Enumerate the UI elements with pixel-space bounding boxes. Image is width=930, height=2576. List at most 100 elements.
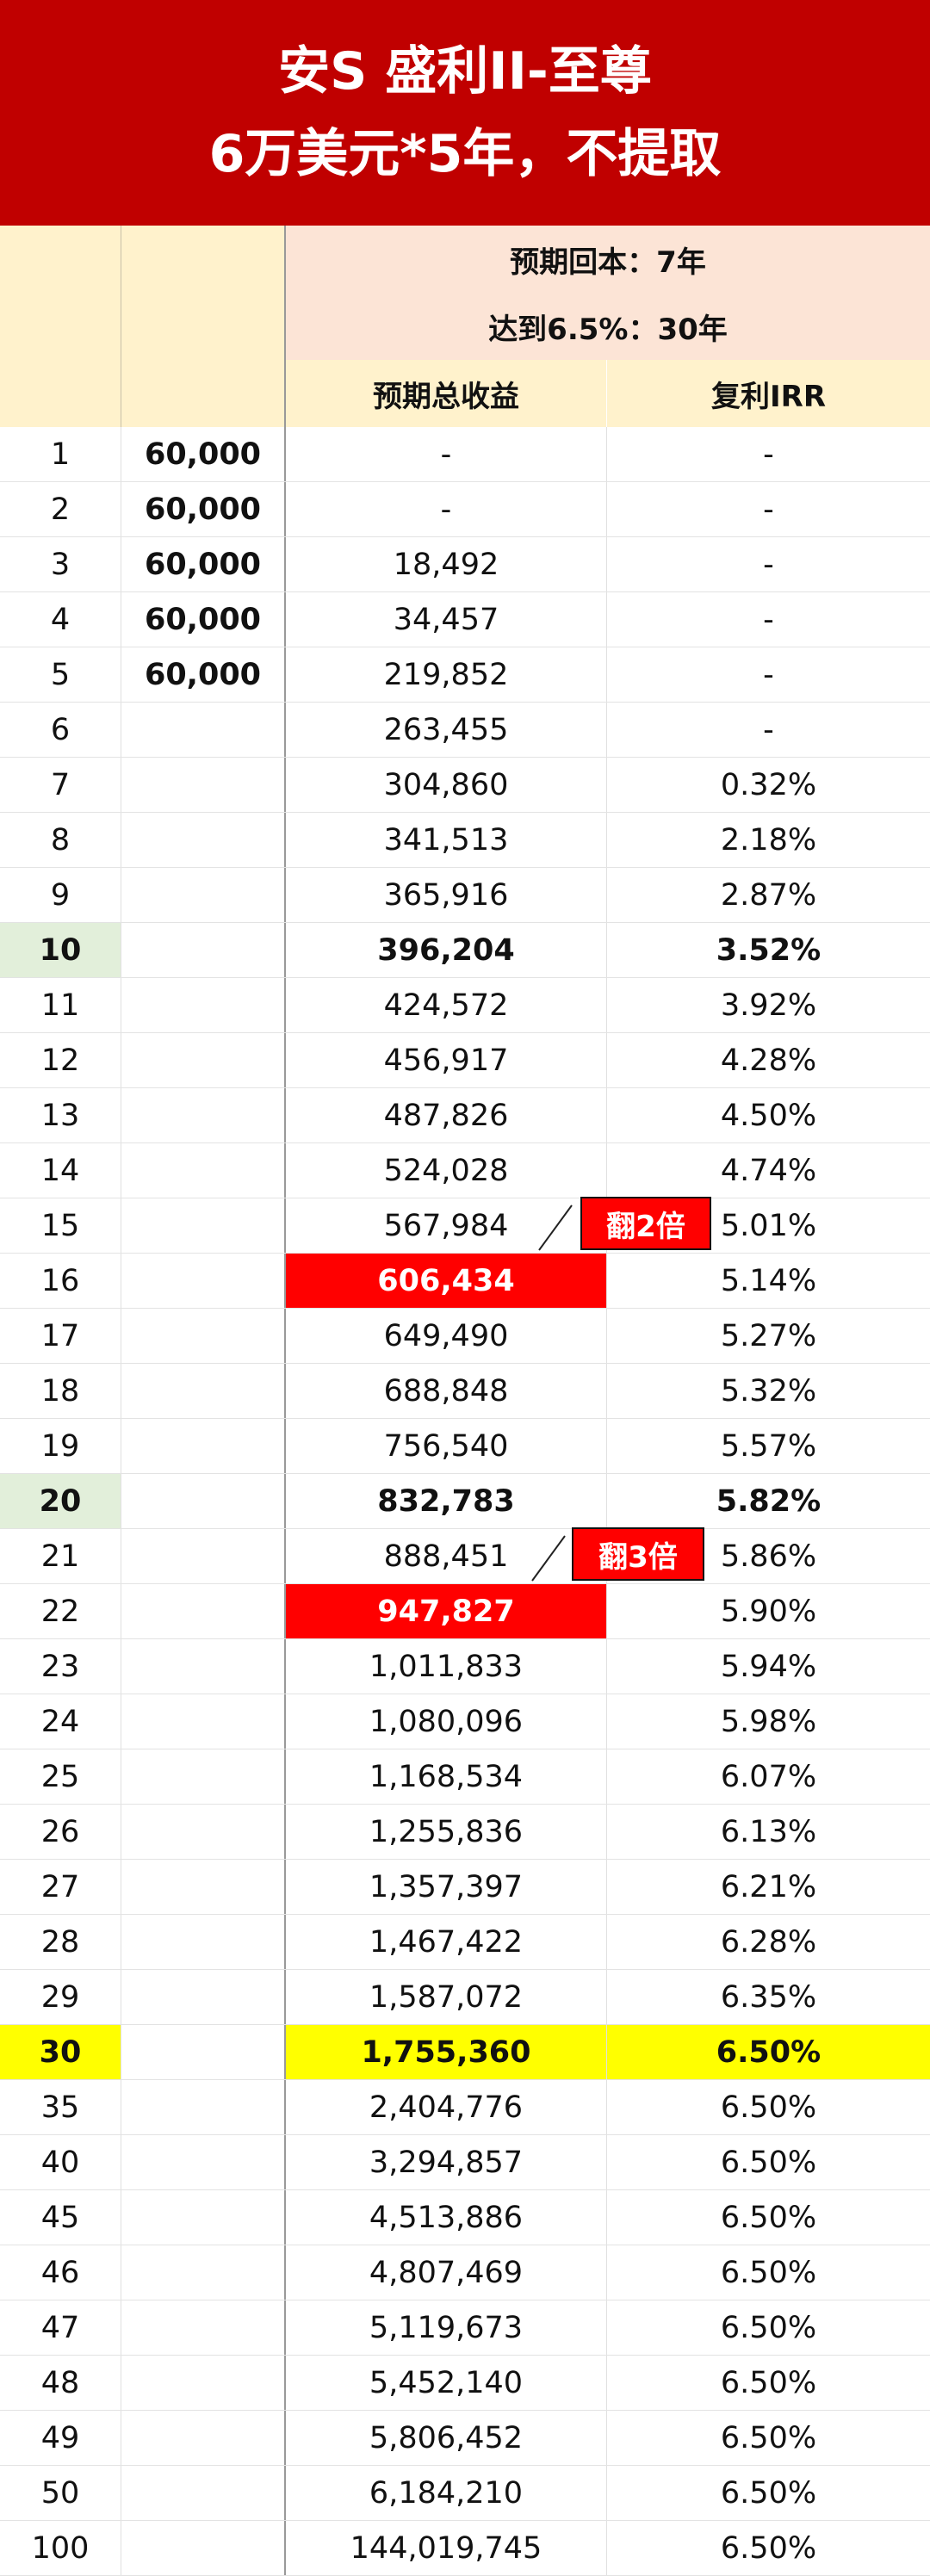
callout-leader-double xyxy=(538,1204,573,1251)
breakeven-note: 预期回本：7年 xyxy=(510,245,706,280)
total-benefit-cell: 365,916 xyxy=(286,868,607,922)
year-cell: 45 xyxy=(0,2190,121,2245)
total-benefit-cell: 756,540 xyxy=(286,1419,607,1473)
irr-cell: 6.50% xyxy=(720,2255,817,2290)
total-benefit-cell: 947,827 xyxy=(286,1584,607,1638)
table-row: 14 524,028 4.74% xyxy=(0,1143,930,1198)
premium-cell xyxy=(121,1915,286,1969)
premium-cell xyxy=(121,1860,286,1914)
year-cell: 2 xyxy=(0,482,121,536)
table-row: 11 424,572 3.92% xyxy=(0,978,930,1033)
total-benefit-cell: 5,119,673 xyxy=(286,2300,607,2355)
irr-cell: 3.92% xyxy=(720,988,817,1023)
irr-cell: 6.50% xyxy=(720,2310,817,2345)
year-cell: 14 xyxy=(0,1143,121,1198)
irr-cell: 5.27% xyxy=(720,1318,817,1353)
irr-cell: 6.13% xyxy=(720,1814,817,1849)
year-cell: 13 xyxy=(0,1088,121,1142)
premium-cell xyxy=(121,813,286,867)
premium-cell xyxy=(121,1639,286,1694)
total-benefit-cell: 219,852 xyxy=(286,647,607,702)
total-benefit-cell: 524,028 xyxy=(286,1143,607,1198)
table-row: 23 1,011,833 5.94% xyxy=(0,1639,930,1694)
premium-cell xyxy=(121,1033,286,1087)
premium-cell xyxy=(121,1694,286,1749)
premium-cell xyxy=(121,1419,286,1473)
year-cell: 10 xyxy=(0,923,121,977)
title-line-1: 安S 盛利II-至尊 xyxy=(278,41,652,102)
total-benefit-cell: 1,755,360 xyxy=(286,2025,607,2079)
irr-cell: 2.18% xyxy=(720,822,817,858)
year-cell: 16 xyxy=(0,1254,121,1308)
header-premium-cell xyxy=(121,226,286,427)
premium-cell xyxy=(121,868,286,922)
total-benefit-cell: 396,204 xyxy=(286,923,607,977)
irr-cell: 6.07% xyxy=(720,1759,817,1794)
total-benefit-cell: 688,848 xyxy=(286,1364,607,1418)
year-cell: 24 xyxy=(0,1694,121,1749)
table-row: 35 2,404,776 6.50% xyxy=(0,2080,930,2135)
total-benefit-cell: 1,168,534 xyxy=(286,1749,607,1804)
irr-cell: 0.32% xyxy=(720,767,817,802)
premium-cell xyxy=(121,1254,286,1308)
irr-cell: 6.50% xyxy=(720,2420,817,2455)
irr-cell: 6.50% xyxy=(720,2090,817,2125)
premium-cell xyxy=(121,2135,286,2189)
total-benefit-cell: 341,513 xyxy=(286,813,607,867)
table-row: 10 396,204 3.52% xyxy=(0,923,930,978)
total-benefit-cell: 487,826 xyxy=(286,1088,607,1142)
total-benefit-cell: 4,807,469 xyxy=(286,2245,607,2300)
irr-cell: 5.01% xyxy=(720,1208,817,1243)
table-row: 12 456,917 4.28% xyxy=(0,1033,930,1088)
table-row: 30 1,755,360 6.50% xyxy=(0,2025,930,2080)
year-cell: 8 xyxy=(0,813,121,867)
premium-cell xyxy=(121,2025,286,2079)
year-cell: 28 xyxy=(0,1915,121,1969)
table-row: 28 1,467,422 6.28% xyxy=(0,1915,930,1970)
year-cell: 22 xyxy=(0,1584,121,1638)
year-cell: 6 xyxy=(0,703,121,757)
total-benefit-cell: 304,860 xyxy=(286,758,607,812)
total-benefit-cell: 606,434 xyxy=(286,1254,607,1308)
irr-cell: 4.28% xyxy=(720,1043,817,1078)
year-cell: 11 xyxy=(0,978,121,1032)
table-row: 19 756,540 5.57% xyxy=(0,1419,930,1474)
premium-cell xyxy=(121,2411,286,2465)
premium-cell xyxy=(121,758,286,812)
irr-cell: 6.50% xyxy=(607,2025,930,2079)
table-row: 47 5,119,673 6.50% xyxy=(0,2300,930,2356)
irr-cell: - xyxy=(763,657,774,692)
table-row: 16 606,434 5.14% xyxy=(0,1254,930,1309)
year-cell: 9 xyxy=(0,868,121,922)
total-benefit-cell: 6,184,210 xyxy=(286,2466,607,2520)
total-benefit-cell: 649,490 xyxy=(286,1309,607,1363)
year-cell: 12 xyxy=(0,1033,121,1087)
year-cell: 48 xyxy=(0,2356,121,2410)
total-benefit-cell: 34,457 xyxy=(286,592,607,647)
year-cell: 7 xyxy=(0,758,121,812)
year-cell: 27 xyxy=(0,1860,121,1914)
total-benefit-cell: 5,806,452 xyxy=(286,2411,607,2465)
table-row: 46 4,807,469 6.50% xyxy=(0,2245,930,2300)
table-row: 7 304,860 0.32% xyxy=(0,758,930,813)
premium-cell xyxy=(121,1749,286,1804)
table-row: 15 567,984 5.01% xyxy=(0,1198,930,1254)
total-benefit-cell: 2,404,776 xyxy=(286,2080,607,2134)
total-benefit-cell: 4,513,886 xyxy=(286,2190,607,2245)
premium-cell: 60,000 xyxy=(121,537,286,591)
irr-cell: 5.86% xyxy=(720,1539,817,1574)
premium-cell xyxy=(121,1529,286,1583)
irr-cell: 5.90% xyxy=(720,1594,817,1629)
header-year-cell xyxy=(0,226,121,427)
table-row: 8 341,513 2.18% xyxy=(0,813,930,868)
year-cell: 30 xyxy=(0,2025,121,2079)
table-row: 45 4,513,886 6.50% xyxy=(0,2190,930,2245)
table-row: 3 60,000 18,492 - xyxy=(0,537,930,592)
table-row: 29 1,587,072 6.35% xyxy=(0,1970,930,2025)
irr-cell: - xyxy=(763,437,774,472)
table-row: 18 688,848 5.32% xyxy=(0,1364,930,1419)
year-cell: 21 xyxy=(0,1529,121,1583)
irr-cell: 5.94% xyxy=(720,1649,817,1684)
table-row: 48 5,452,140 6.50% xyxy=(0,2356,930,2411)
